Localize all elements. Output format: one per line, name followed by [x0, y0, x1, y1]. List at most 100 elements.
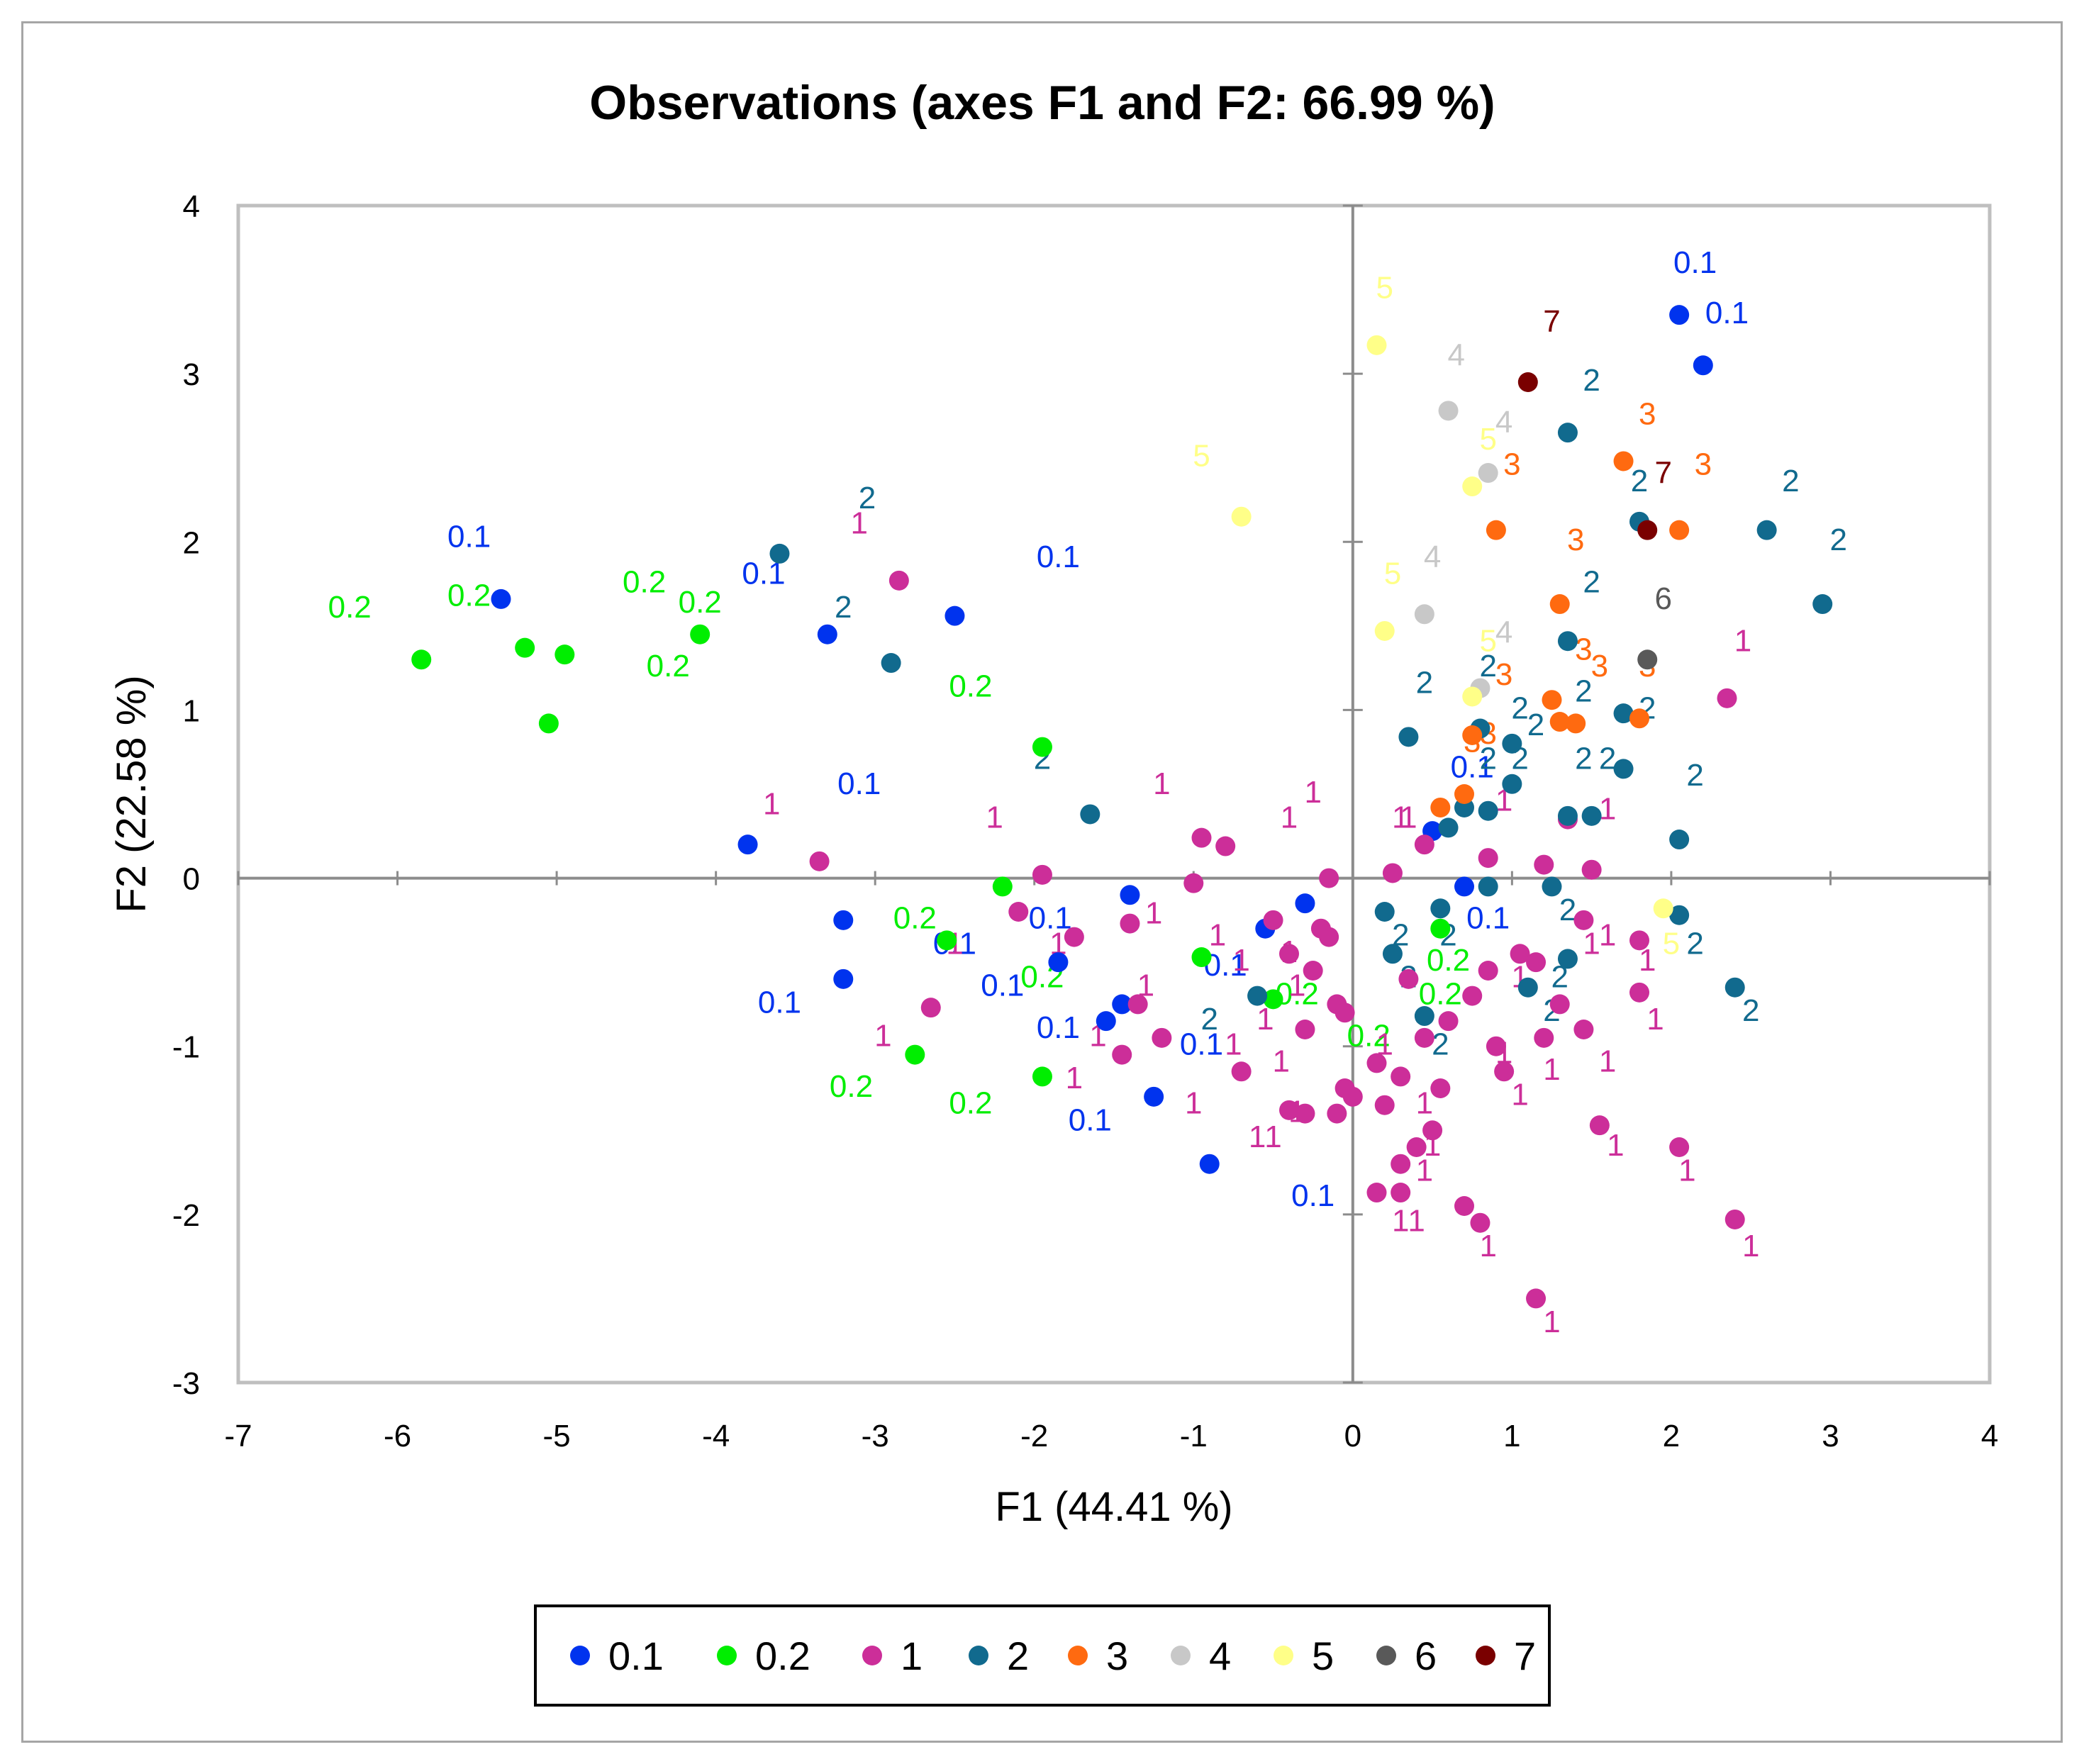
point-label: 1	[1543, 1052, 1560, 1087]
x-tick-label: -4	[702, 1419, 730, 1453]
data-point	[1112, 994, 1132, 1015]
data-point	[1303, 961, 1323, 981]
legend-items: 0.1 0.2 1 2 3 4 5 6 7	[570, 1634, 1536, 1678]
data-point	[737, 834, 758, 855]
point-label: 1	[1232, 943, 1249, 978]
data-point	[1589, 1115, 1610, 1136]
x-tick-label: -3	[862, 1419, 889, 1453]
data-point	[1231, 1061, 1252, 1082]
data-point	[1366, 1053, 1387, 1073]
data-point	[1502, 774, 1522, 794]
data-point	[1032, 1066, 1052, 1087]
y-tick-label: 2	[183, 525, 200, 560]
legend-marker	[862, 1646, 882, 1665]
point-label: 1	[1408, 1204, 1425, 1239]
data-point	[1581, 859, 1602, 880]
data-point	[1080, 804, 1100, 825]
point-label: 1	[1145, 896, 1162, 931]
data-point	[1542, 690, 1562, 710]
data-point	[1454, 876, 1474, 897]
y-tick-label: 3	[183, 357, 200, 392]
point-label: 2	[1782, 464, 1799, 498]
legend-label: 1	[901, 1634, 923, 1678]
data-point	[1462, 686, 1483, 707]
data-point	[1422, 1120, 1443, 1141]
data-point	[1398, 727, 1419, 747]
data-point	[1613, 703, 1634, 724]
data-point	[1327, 1103, 1347, 1124]
data-point	[1693, 355, 1713, 376]
data-point	[1517, 977, 1538, 998]
point-label: 3	[1567, 523, 1584, 557]
data-point	[1653, 898, 1673, 919]
point-label: 1	[1646, 1002, 1664, 1037]
data-point	[690, 624, 711, 644]
point-label: 0.1	[447, 519, 491, 554]
data-point	[1549, 994, 1570, 1015]
data-point	[1478, 463, 1498, 484]
legend-label: 0.2	[755, 1634, 810, 1678]
point-label: 2	[1416, 666, 1433, 700]
legend-marker	[1476, 1646, 1495, 1665]
y-tick-label: -1	[172, 1030, 200, 1065]
data-point	[555, 644, 575, 665]
point-label: 1	[1225, 1027, 1242, 1062]
data-points	[411, 305, 1833, 1309]
data-point	[1486, 520, 1506, 540]
point-label: 0.1	[1037, 540, 1080, 574]
point-label: 0.2	[447, 578, 491, 613]
data-point	[1438, 1011, 1459, 1032]
point-label: 1	[1583, 926, 1600, 961]
data-point	[1526, 1288, 1547, 1309]
data-point	[1549, 712, 1570, 732]
point-label: 1	[1281, 800, 1298, 834]
point-label: 0.2	[1427, 943, 1470, 978]
point-label: 3	[1591, 649, 1608, 683]
point-label: 1	[1479, 1229, 1496, 1263]
point-label: 0.1	[981, 968, 1024, 1003]
data-point	[833, 910, 854, 930]
data-point	[1414, 604, 1434, 625]
data-point	[1669, 305, 1690, 325]
data-point	[1724, 977, 1745, 998]
data-point	[1717, 688, 1737, 708]
data-point	[1414, 1027, 1434, 1048]
data-point	[538, 713, 559, 734]
data-point	[1231, 506, 1252, 527]
data-point	[1414, 1006, 1434, 1027]
point-label: 0.1	[1291, 1178, 1334, 1213]
point-label: 2	[1631, 464, 1648, 498]
data-point	[1120, 913, 1140, 934]
legend-marker	[969, 1646, 988, 1665]
point-label: 2	[859, 481, 876, 515]
point-label: 2	[1527, 708, 1544, 742]
data-point	[1438, 817, 1459, 838]
x-tick-label: -6	[384, 1419, 411, 1453]
data-point	[411, 649, 432, 670]
point-label: 2	[1599, 741, 1616, 776]
point-label: 2	[1432, 1027, 1449, 1062]
data-point	[1247, 986, 1268, 1006]
point-label: 1	[1288, 968, 1305, 1003]
point-label: 7	[1654, 455, 1671, 490]
data-point	[1557, 949, 1578, 969]
legend-label: 3	[1106, 1634, 1128, 1678]
data-point	[1064, 927, 1084, 947]
data-point	[881, 653, 901, 674]
point-label: 0.2	[1347, 1019, 1391, 1054]
point-label: 1	[1742, 1229, 1759, 1263]
data-point	[1669, 520, 1690, 540]
data-point	[992, 876, 1013, 897]
point-label: 0.2	[623, 564, 666, 599]
point-label: 0.2	[679, 585, 722, 620]
legend-label: 5	[1312, 1634, 1334, 1678]
point-label: 2	[835, 590, 852, 625]
point-label: 1	[1392, 1204, 1409, 1239]
point-label: 1	[850, 506, 867, 540]
point-label: 1	[1304, 775, 1321, 810]
y-axis-title: F2 (22.58 %)	[108, 675, 155, 912]
data-point	[1812, 594, 1833, 615]
data-point	[1334, 1003, 1355, 1023]
